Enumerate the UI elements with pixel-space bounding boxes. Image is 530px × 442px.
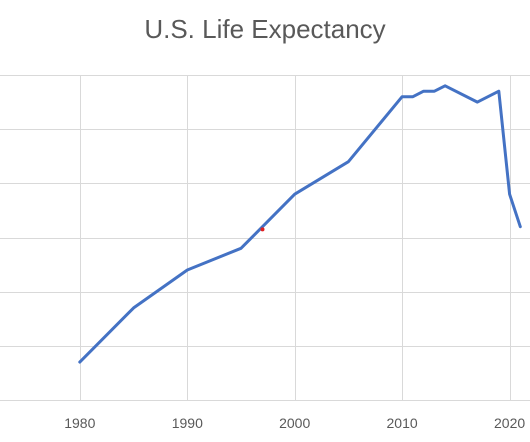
data-point-marker [260, 227, 265, 232]
series-line [78, 84, 522, 364]
chart-title: U.S. Life Expectancy [144, 14, 386, 44]
x-tick-label: 2010 [387, 415, 418, 431]
x-tick-label: 2020 [494, 415, 525, 431]
x-tick-label: 2000 [279, 415, 310, 431]
x-tick-label: 1980 [64, 415, 95, 431]
x-tick-label: 1990 [172, 415, 203, 431]
